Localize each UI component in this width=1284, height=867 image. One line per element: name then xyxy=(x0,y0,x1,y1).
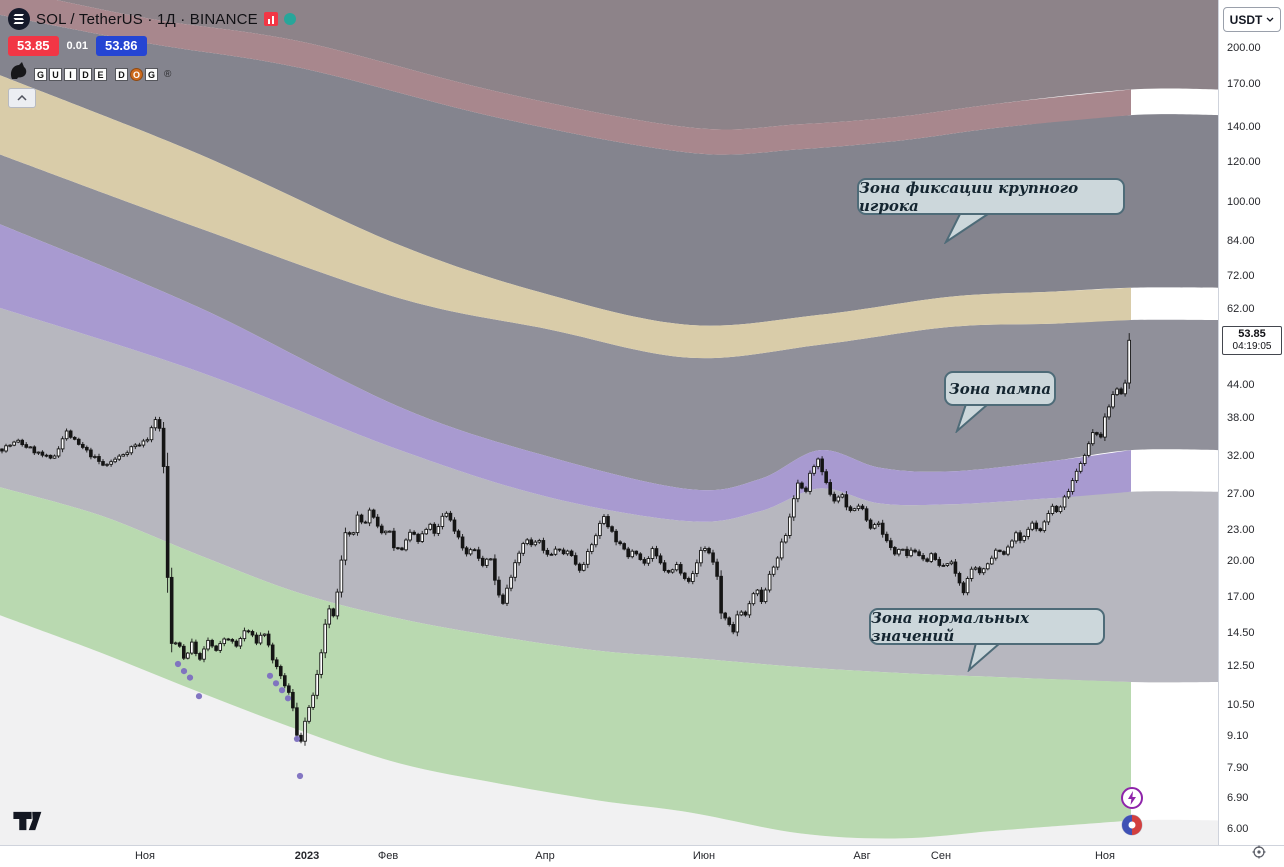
currency-selector-button[interactable]: USDT xyxy=(1223,7,1281,32)
price-tick-label: 20.00 xyxy=(1227,555,1255,568)
price-tick-label: 84.00 xyxy=(1227,235,1255,248)
axis-corner xyxy=(1218,845,1284,867)
watermark-letter-tile: O xyxy=(130,68,143,81)
time-tick-label: Апр xyxy=(535,850,555,862)
globe-indicator-icon[interactable] xyxy=(1120,813,1144,837)
price-tick-label: 72.00 xyxy=(1227,269,1255,282)
price-tick-label: 27.00 xyxy=(1227,488,1255,501)
watermark-letter-tile: D xyxy=(79,68,92,81)
price-tick-label: 120.00 xyxy=(1227,155,1261,168)
zone-fill-2 xyxy=(0,154,1218,491)
band-normal xyxy=(0,487,1131,839)
sol-logo-icon xyxy=(8,8,30,30)
watermark-letter-tile: G xyxy=(34,68,47,81)
watermark-letter-tile: I xyxy=(64,68,77,81)
price-tick-label: 100.00 xyxy=(1227,196,1261,209)
zone-fill-0 xyxy=(56,0,1218,130)
price-tick-label: 10.50 xyxy=(1227,698,1255,711)
time-tick-label: Авг xyxy=(853,850,871,862)
hidden-study-icon[interactable] xyxy=(263,12,278,26)
price-tick-label: 200.00 xyxy=(1227,42,1261,54)
watermark-letter-tile: U xyxy=(49,68,62,81)
guide-dog-icon xyxy=(8,62,30,87)
registered-mark: ® xyxy=(164,69,172,80)
price-tick-label: 38.00 xyxy=(1227,412,1255,424)
spread-value: 0.01 xyxy=(66,40,88,52)
price-tick-label: 32.00 xyxy=(1227,450,1255,463)
callout-tail-fixation xyxy=(944,213,990,244)
band-pump-upper xyxy=(0,224,1131,522)
price-chart[interactable] xyxy=(0,0,1218,845)
callout-normal-zone[interactable]: Зона нормальных значений xyxy=(869,608,1105,645)
watermark-letter-tile: G xyxy=(145,68,158,81)
buy-price-button[interactable]: 53.86 xyxy=(95,36,147,56)
time-tick-label: Июн xyxy=(692,850,716,862)
time-axis[interactable]: Ноя 2023 Фев Апр Июн Авг Сен Ноя xyxy=(0,845,1218,867)
callout-pump-zone[interactable]: Зона пампа xyxy=(944,371,1056,406)
price-scale-ticks: 200.00 170.00 140.00 120.00 100.00 84.00 72.00… xyxy=(1219,0,1284,845)
watermark-letter-tile: E xyxy=(94,68,107,81)
tradingview-logo[interactable] xyxy=(12,808,46,839)
time-tick-label: Ноя xyxy=(134,850,156,862)
callout-tail-pump xyxy=(955,403,991,433)
currency-label: USDT xyxy=(1229,12,1263,27)
callout-tail-normal xyxy=(967,642,1003,672)
symbol-title[interactable]: SOL / TetherUS · 1Д · BINANCE xyxy=(36,10,258,28)
watermark-letter-tile: D xyxy=(115,68,128,81)
price-scale[interactable]: USDT 200.00 170.00 140.00 120.00 100.00 84.00… xyxy=(1218,0,1284,845)
price-tick-label: 23.00 xyxy=(1227,523,1255,536)
price-tick-label: 44.00 xyxy=(1227,379,1255,392)
price-tick-label: 6.00 xyxy=(1227,823,1249,836)
lightning-indicator-icon[interactable] xyxy=(1120,786,1144,810)
band-rose xyxy=(0,0,1131,155)
zone-fill-3 xyxy=(0,307,1218,683)
price-tick-label: 170.00 xyxy=(1227,78,1261,91)
price-tick-label: 17.00 xyxy=(1227,591,1255,604)
time-tick-label: Сен xyxy=(930,850,952,862)
current-price-value: 53.85 xyxy=(1238,328,1266,341)
price-tick-label: 62.00 xyxy=(1227,302,1255,315)
band-beige xyxy=(0,75,1131,359)
price-tick-label: 14.50 xyxy=(1227,626,1255,639)
zone-fill-4 xyxy=(0,615,1218,845)
current-price-label: 53.85 04:19:05 xyxy=(1222,326,1282,356)
price-tick-label: 6.90 xyxy=(1227,792,1249,805)
price-tick-label: 140.00 xyxy=(1227,121,1261,134)
bar-countdown: 04:19:05 xyxy=(1232,341,1272,353)
indicator-logos xyxy=(1120,786,1144,837)
callout-fixation-zone[interactable]: Зона фиксации крупного игрока xyxy=(857,178,1125,215)
chevron-down-icon xyxy=(1266,17,1274,22)
price-tick-label: 7.90 xyxy=(1227,761,1249,774)
zone-fill-1 xyxy=(0,14,1218,326)
price-tick-label: 9.10 xyxy=(1227,730,1249,743)
collapse-panel-button[interactable] xyxy=(8,88,36,108)
signal-dots xyxy=(174,660,304,780)
time-tick-label: Фев xyxy=(377,850,399,862)
candlestick-series xyxy=(0,333,1131,746)
time-tick-label: 2023 xyxy=(294,850,320,862)
scale-settings-icon[interactable] xyxy=(1252,845,1266,864)
study-dot-icon[interactable] xyxy=(283,13,296,25)
sell-price-button[interactable]: 53.85 xyxy=(8,36,59,56)
price-tick-label: 12.50 xyxy=(1227,659,1255,672)
time-tick-label: Ноя xyxy=(1094,850,1116,862)
